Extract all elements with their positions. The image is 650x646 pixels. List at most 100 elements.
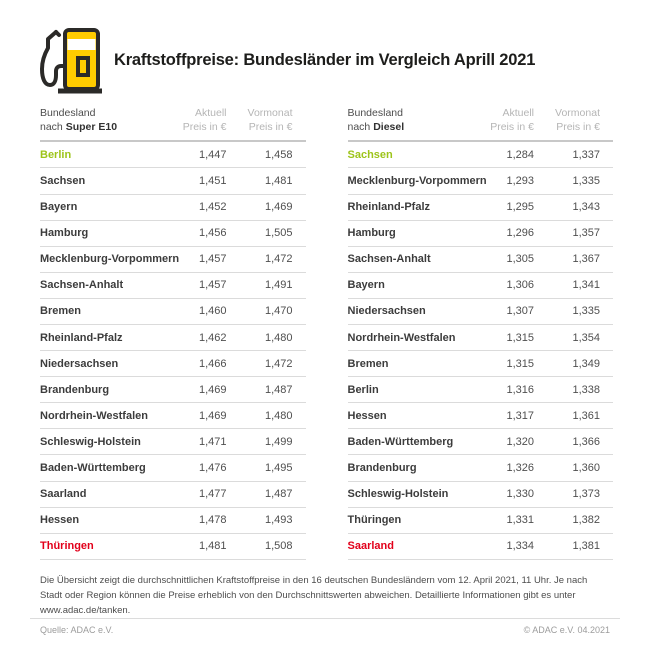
table-row: Schleswig-Holstein 1,471 1,499 (40, 429, 306, 456)
table-row: Sachsen 1,451 1,481 (40, 168, 306, 195)
price-previous: 1,354 (572, 331, 600, 344)
tables-container: Bundesland nach Super E10 Aktuell Preis … (40, 106, 613, 560)
price-current: 1,317 (506, 409, 534, 422)
price-previous: 1,349 (572, 357, 600, 370)
price-current: 1,457 (198, 253, 227, 266)
price-current: 1,460 (198, 305, 227, 318)
state-name: Bremen (40, 305, 81, 318)
column-header-vormonat: Vormonat Preis in € (555, 107, 600, 134)
state-name: Baden-Württemberg (347, 435, 454, 448)
price-current: 1,296 (506, 227, 534, 240)
column-header-vormonat: Vormonat Preis in € (247, 107, 293, 134)
price-previous: 1,338 (572, 383, 600, 396)
table-diesel: Bundesland nach Diesel Aktuell Preis in … (347, 106, 613, 560)
price-current: 1,331 (506, 514, 534, 527)
state-name: Mecklenburg-Vorpommern (347, 174, 487, 187)
price-previous: 1,382 (572, 514, 600, 527)
column-header-bundesland-line1: Bundesland (347, 107, 403, 119)
price-current: 1,481 (198, 540, 227, 553)
price-current: 1,469 (198, 383, 227, 396)
table-row: Bayern 1,306 1,341 (347, 273, 613, 299)
table-row: Sachsen-Anhalt 1,305 1,367 (347, 247, 613, 273)
price-previous: 1,335 (572, 305, 600, 318)
table-row: Niedersachsen 1,307 1,335 (347, 299, 613, 325)
price-previous: 1,361 (572, 409, 600, 422)
state-name: Hessen (347, 409, 387, 422)
fuel-pump-icon (40, 28, 102, 94)
state-name: Saarland (40, 488, 87, 501)
price-current: 1,477 (198, 488, 227, 501)
table-row: Brandenburg 1,326 1,360 (347, 455, 613, 482)
price-previous: 1,505 (264, 227, 293, 240)
state-name: Niedersachsen (40, 357, 119, 370)
price-previous: 1,458 (264, 148, 293, 161)
column-header-nach: nach (40, 121, 66, 134)
footer: Quelle: ADAC e.V. © ADAC e.V. 04.2021 (30, 618, 620, 635)
price-current: 1,478 (198, 514, 227, 527)
fuel-type-label: Diesel (373, 121, 405, 134)
price-current: 1,456 (198, 227, 227, 240)
price-current: 1,447 (198, 148, 227, 161)
price-current: 1,284 (506, 148, 534, 161)
state-name: Brandenburg (40, 383, 110, 396)
price-previous: 1,335 (572, 174, 600, 187)
state-name: Sachsen (347, 148, 393, 161)
table-super-e10-body: Berlin 1,447 1,458 Sachsen 1,451 1,481 B… (40, 142, 306, 560)
price-previous: 1,508 (264, 540, 293, 553)
price-previous: 1,472 (264, 357, 293, 370)
price-current: 1,326 (506, 462, 534, 475)
table-row: Brandenburg 1,469 1,487 (40, 377, 306, 404)
fuel-type-label: Super E10 (65, 121, 118, 134)
column-header-nach: nach (347, 121, 374, 134)
table-super-e10-header: Bundesland nach Super E10 Aktuell Preis … (40, 106, 306, 143)
state-name: Bayern (40, 201, 78, 214)
table-row: Baden-Württemberg 1,320 1,366 (347, 429, 613, 456)
table-row: Bayern 1,452 1,469 (40, 195, 306, 221)
price-current: 1,320 (506, 435, 534, 448)
state-name: Saarland (347, 540, 394, 553)
table-diesel-body: Sachsen 1,284 1,337 Mecklenburg-Vorpomme… (347, 142, 613, 560)
table-row: Nordrhein-Westfalen 1,469 1,480 (40, 403, 306, 430)
price-previous: 1,366 (572, 435, 600, 448)
table-row: Hessen 1,478 1,493 (40, 508, 306, 534)
table-diesel-header: Bundesland nach Diesel Aktuell Preis in … (347, 106, 613, 143)
price-current: 1,334 (506, 540, 534, 553)
table-row: Schleswig-Holstein 1,330 1,373 (347, 482, 613, 508)
state-name: Thüringen (347, 514, 402, 527)
state-name: Rheinland-Pfalz (347, 201, 431, 214)
price-current: 1,462 (198, 331, 227, 344)
state-name: Hamburg (347, 227, 396, 240)
table-row: Rheinland-Pfalz 1,295 1,343 (347, 195, 613, 221)
price-previous: 1,491 (264, 279, 293, 292)
page-title: Kraftstoffpreise: Bundesländer im Vergle… (114, 50, 536, 69)
price-current: 1,330 (506, 488, 534, 501)
price-previous: 1,499 (264, 435, 293, 448)
price-previous: 1,480 (264, 331, 293, 344)
state-name: Berlin (40, 148, 72, 161)
table-row: Rheinland-Pfalz 1,462 1,480 (40, 325, 306, 352)
state-name: Hamburg (40, 227, 89, 240)
table-row: Thüringen 1,481 1,508 (40, 534, 306, 560)
table-row: Thüringen 1,331 1,382 (347, 508, 613, 534)
table-super-e10: Bundesland nach Super E10 Aktuell Preis … (40, 106, 306, 560)
column-header-bundesland: Bundesland nach Super E10 (40, 106, 165, 134)
price-current: 1,451 (198, 174, 227, 187)
price-previous: 1,487 (264, 488, 293, 501)
price-previous: 1,367 (572, 253, 600, 266)
price-previous: 1,493 (264, 514, 293, 527)
state-name: Mecklenburg-Vorpommern (40, 253, 180, 266)
table-row: Saarland 1,477 1,487 (40, 482, 306, 508)
column-header-bundesland: Bundesland nach Diesel (348, 106, 473, 134)
price-previous: 1,373 (572, 488, 600, 501)
table-row: Niedersachsen 1,466 1,472 (40, 351, 306, 378)
price-previous: 1,469 (264, 201, 293, 214)
price-current: 1,476 (198, 462, 227, 475)
state-name: Sachsen-Anhalt (347, 253, 431, 266)
state-name: Schleswig-Holstein (40, 435, 141, 448)
price-current: 1,457 (198, 279, 227, 292)
price-previous: 1,481 (264, 174, 293, 187)
price-previous: 1,487 (264, 383, 293, 396)
table-row: Saarland 1,334 1,381 (347, 534, 613, 560)
table-row: Hamburg 1,456 1,505 (40, 221, 306, 247)
state-name: Niedersachsen (347, 305, 426, 318)
